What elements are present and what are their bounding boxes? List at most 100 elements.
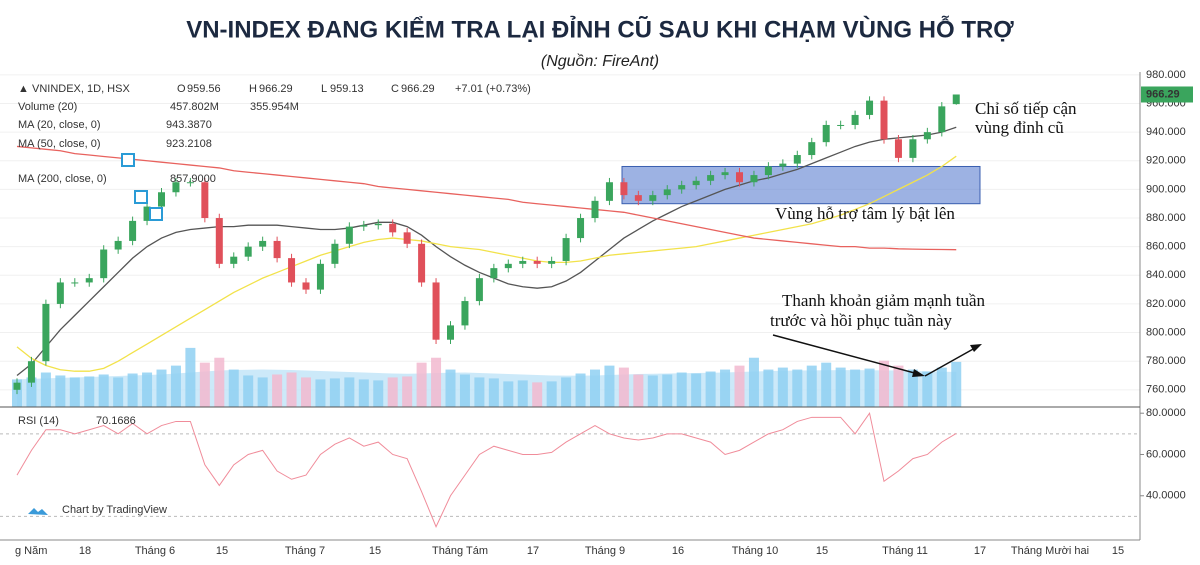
volume-bar — [720, 369, 731, 407]
candle-body — [909, 139, 917, 158]
chart-title: VN-INDEX ĐANG KIỂM TRA LẠI ĐỈNH CŨ SAU K… — [186, 14, 1014, 43]
candle-body — [316, 263, 324, 290]
candle-body — [129, 220, 137, 241]
volume-bar — [26, 377, 37, 407]
candle-body — [837, 124, 845, 126]
volume-bar — [431, 357, 442, 407]
volume-bar — [315, 379, 326, 407]
annotation: trước và hồi phục tuần này — [770, 311, 953, 330]
volume-bar — [329, 378, 340, 407]
volume-bar — [734, 365, 745, 407]
candle-body — [721, 172, 729, 176]
volume-bar — [142, 372, 153, 407]
legend-icon: ▲ — [18, 83, 29, 95]
candle-body — [403, 232, 411, 244]
volume-bar — [806, 365, 817, 407]
volume-bar — [170, 365, 181, 407]
volume-value: 457.802M — [170, 101, 219, 113]
candle-body — [663, 189, 671, 196]
volume-bar — [503, 381, 514, 407]
volume-bar — [459, 374, 470, 407]
candle-body — [244, 246, 252, 257]
candle-body — [750, 175, 758, 183]
candle-body — [432, 282, 440, 340]
volume-bar — [69, 377, 80, 407]
candle-body — [360, 225, 368, 227]
ohlc-value: 966.29 — [259, 83, 293, 95]
volume-bar — [113, 377, 124, 407]
rsi-line — [16, 411, 957, 528]
y-tick-label: 840.000 — [1146, 269, 1186, 281]
volume-bar — [98, 374, 109, 407]
candle-body — [504, 263, 512, 269]
ma-value: 923.2108 — [166, 138, 212, 150]
event-icon — [121, 153, 135, 167]
candle-body — [201, 182, 209, 219]
x-tick-label: 15 — [816, 545, 828, 557]
volume-bar — [922, 371, 933, 407]
x-tick-label: Tháng 11 — [882, 545, 928, 557]
volume-bar — [532, 382, 543, 407]
x-tick-label: Tháng 10 — [732, 545, 778, 557]
candle-body — [620, 182, 628, 196]
volume-bar — [936, 367, 947, 407]
volume-bar — [546, 381, 557, 407]
y-tick-label: 940.000 — [1146, 126, 1186, 138]
annotation: Vùng hỗ trợ tâm lý bật lên — [775, 204, 955, 223]
candle-body — [808, 142, 816, 156]
candle-body — [634, 195, 642, 201]
candle-body — [880, 100, 888, 140]
volume-bar — [156, 369, 167, 407]
candle-body — [143, 206, 151, 221]
ohlc-key: L — [321, 83, 327, 95]
volume-bar — [84, 376, 95, 407]
candle-body — [779, 163, 787, 167]
y-tick-label: 820.000 — [1146, 298, 1186, 310]
y-tick-label: 80.0000 — [1146, 407, 1186, 419]
candle-body — [866, 100, 874, 115]
volume-bar — [402, 376, 413, 407]
x-tick-label: 17 — [527, 545, 539, 557]
annotation: vùng đỉnh cũ — [975, 118, 1064, 137]
candle-body — [490, 268, 498, 279]
candle-body — [331, 243, 339, 264]
y-tick-label: 60.0000 — [1146, 448, 1186, 460]
volume-bar — [40, 372, 51, 407]
ohlc-value: 966.29 — [401, 83, 435, 95]
rsi-value: 70.1686 — [96, 415, 136, 427]
rsi-name: RSI (14) — [18, 415, 59, 427]
volume-bar — [517, 380, 528, 407]
volume-bar — [301, 377, 311, 407]
candle-body — [736, 172, 743, 183]
y-tick-label: 800.000 — [1146, 326, 1186, 338]
x-tick-label: Tháng 6 — [135, 545, 175, 557]
volume-name: Volume (20) — [18, 101, 77, 113]
x-tick-label: 15 — [369, 545, 381, 557]
volume-bar — [777, 367, 788, 407]
candle-body — [678, 185, 686, 190]
candle-body — [288, 258, 296, 283]
candle-body — [259, 240, 267, 247]
candle-body — [577, 218, 585, 239]
candle-body — [562, 238, 570, 261]
ma-name: MA (20, close, 0) — [18, 119, 101, 131]
ohlc-value: 959.13 — [330, 83, 364, 95]
annotations: Chỉ số tiếp cận vùng đỉnh cũ Vùng hỗ trợ… — [770, 99, 1077, 377]
arrow-head — [912, 369, 925, 377]
candle-body — [923, 132, 931, 140]
x-tick-label: Tháng 7 — [285, 545, 325, 557]
candle-body — [13, 382, 21, 390]
x-tick-label: g Năm — [15, 545, 47, 557]
candle-body — [85, 278, 93, 283]
volume-bar — [561, 377, 572, 407]
candle-body — [447, 325, 454, 340]
y-tick-label: 980.000 — [1146, 69, 1186, 81]
candle-body — [389, 223, 397, 233]
x-tick-label: Tháng Tám — [432, 545, 488, 557]
credit: Chart by TradingView — [62, 504, 167, 516]
candle-body — [894, 139, 902, 158]
volume-bar — [893, 365, 904, 407]
volume-bar — [676, 372, 687, 407]
candle-body — [548, 260, 556, 264]
